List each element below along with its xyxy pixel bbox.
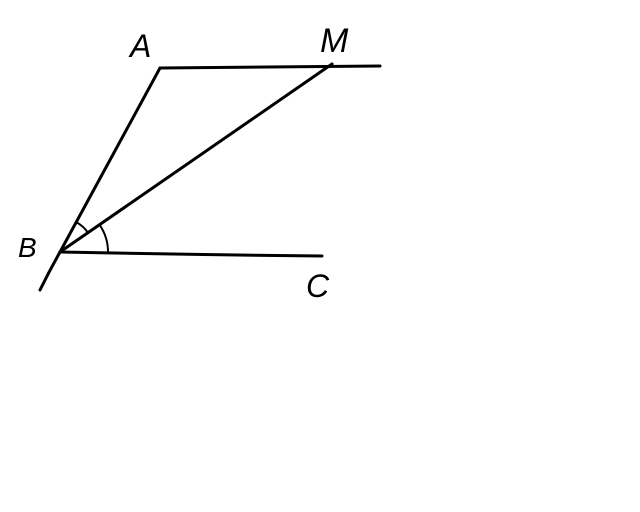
label-C: C <box>306 268 329 305</box>
geometry-diagram <box>0 0 640 512</box>
label-B: B <box>18 232 37 264</box>
label-M: M <box>320 22 348 61</box>
label-A: A <box>130 28 151 65</box>
